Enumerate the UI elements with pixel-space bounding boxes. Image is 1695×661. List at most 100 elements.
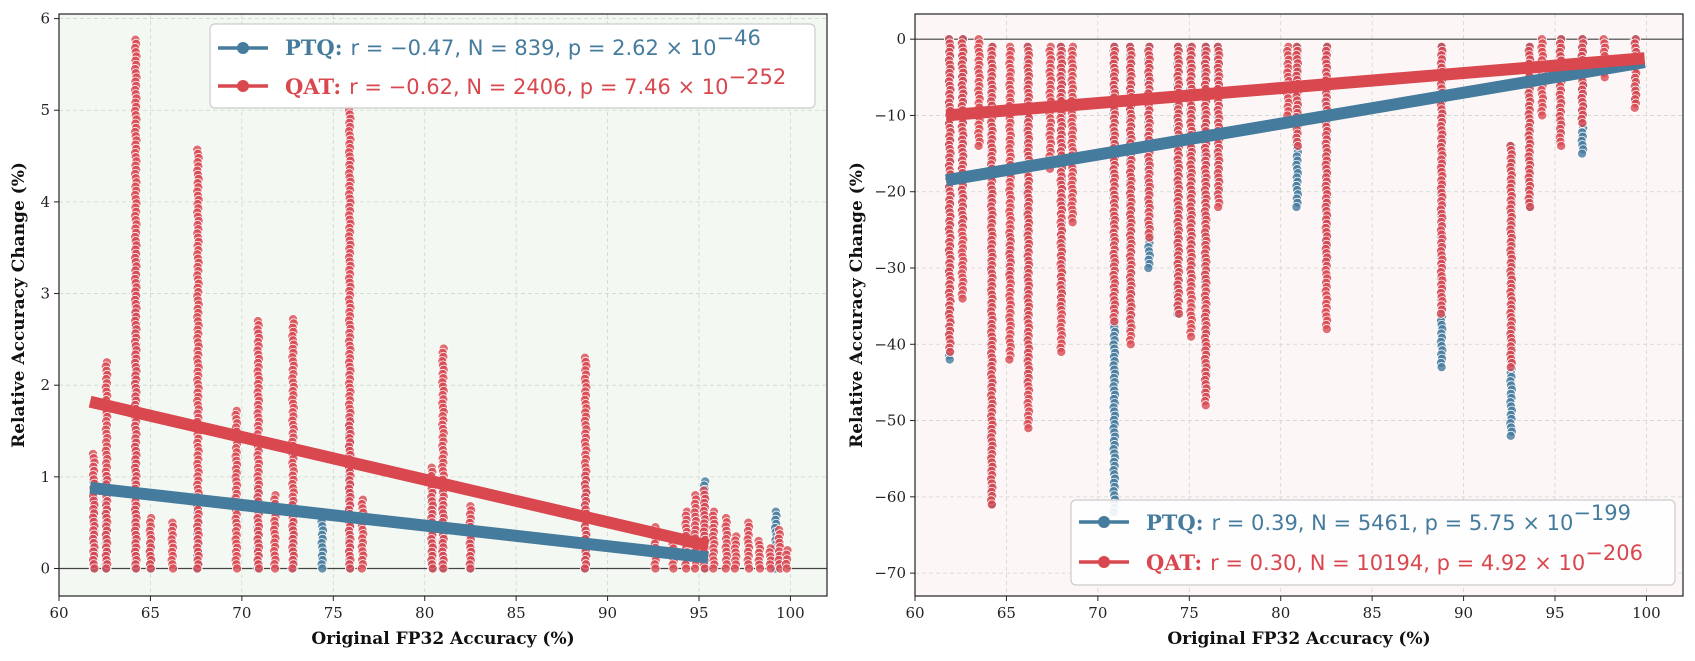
right-x-tick-label: 100 bbox=[1632, 604, 1661, 622]
legend-stats: r = 0.30, N = 10194, p = 4.92 × 10 bbox=[1210, 551, 1585, 575]
right-qat-point bbox=[1577, 118, 1588, 129]
svg-text:PTQ:r = −0.47, N = 839, p = 2.: PTQ: r = −0.47, N = 839, p = 2.62 × 10−46 bbox=[285, 26, 761, 60]
right-y-axis-label: Relative Accuracy Change (%) bbox=[847, 162, 867, 448]
right-x-tick-label: 90 bbox=[1454, 604, 1473, 622]
left-y-tick-label: 6 bbox=[40, 10, 50, 28]
right-x-tick-label: 65 bbox=[997, 604, 1016, 622]
left-qat-point bbox=[254, 563, 265, 574]
left-ptq-point bbox=[317, 563, 328, 574]
right-ptq-point bbox=[1577, 148, 1588, 159]
left-qat-fit-line bbox=[88, 395, 710, 552]
legend-marker-dot bbox=[237, 80, 249, 92]
right-qat-point bbox=[1213, 201, 1224, 212]
legend-exponent: −46 bbox=[717, 26, 761, 50]
left-qat-point bbox=[287, 563, 298, 574]
right-qat-point bbox=[1174, 308, 1185, 319]
right-qat-point bbox=[1056, 346, 1067, 357]
right-ptq-point bbox=[1436, 362, 1447, 373]
right-qat-point bbox=[1067, 217, 1078, 228]
left-y-tick-label: 3 bbox=[40, 285, 50, 303]
right-qat-point bbox=[1292, 140, 1303, 151]
right-ptq-point bbox=[1505, 430, 1516, 441]
left-y-tick-label: 5 bbox=[40, 101, 50, 119]
legend-method: PTQ: bbox=[285, 35, 342, 60]
left-qat-point bbox=[345, 563, 356, 574]
right-y-tick-label: −30 bbox=[874, 259, 906, 277]
left-qat-point bbox=[579, 563, 590, 574]
right-qat-point bbox=[1537, 110, 1548, 121]
left-x-tick-label: 60 bbox=[49, 604, 68, 622]
right-qat-point bbox=[1186, 331, 1197, 342]
legend-stats: r = −0.47, N = 839, p = 2.62 × 10 bbox=[350, 36, 716, 60]
right-qat-point bbox=[1629, 102, 1640, 113]
legend-method: PTQ: bbox=[1146, 510, 1203, 535]
left-legend-box bbox=[209, 23, 816, 109]
left-qat-point bbox=[650, 563, 661, 574]
right-qat-point bbox=[1321, 324, 1332, 335]
left-x-axis-label: Original FP32 Accuracy (%) bbox=[311, 629, 574, 649]
left-y-ticks: 0 1 2 3 4 5 6 bbox=[40, 10, 59, 578]
right-y-tick-label: −50 bbox=[874, 412, 906, 430]
right-y-tick-label: −40 bbox=[874, 335, 906, 353]
right-qat-point bbox=[973, 140, 984, 151]
right-y-tick-label: −70 bbox=[874, 564, 906, 582]
right-legend-qat: QAT: r = 0.30, N = 10194, p = 4.92 × 10−2… bbox=[1079, 541, 1643, 575]
right-y-tick-label: −10 bbox=[874, 106, 906, 124]
left-x-tick-label: 85 bbox=[507, 604, 526, 622]
left-qat-point bbox=[708, 563, 719, 574]
left-legend-qat: QAT: r = −0.62, N = 2406, p = 7.46 × 10−2… bbox=[218, 65, 786, 99]
left-qat-point bbox=[101, 563, 112, 574]
right-qat-point bbox=[1144, 232, 1155, 243]
right-qat-point bbox=[957, 293, 968, 304]
left-qat-point bbox=[356, 563, 367, 574]
right-x-axis-label: Original FP32 Accuracy (%) bbox=[1167, 629, 1430, 649]
right-fit-lines bbox=[945, 52, 1646, 187]
left-qat-point bbox=[744, 563, 755, 574]
svg-text:QAT:r = 0.30, N = 10194, p = 4: QAT: r = 0.30, N = 10194, p = 4.92 × 10−2… bbox=[1146, 541, 1643, 575]
left-qat-point bbox=[765, 563, 776, 574]
right-qat-point bbox=[1023, 423, 1034, 434]
right-x-tick-label: 85 bbox=[1363, 604, 1382, 622]
left-x-ticks: 60 65 70 75 80 85 90 95 100 bbox=[49, 596, 805, 622]
left-y-tick-label: 1 bbox=[40, 468, 50, 486]
right-x-tick-label: 75 bbox=[1180, 604, 1199, 622]
right-x-tick-label: 95 bbox=[1545, 604, 1564, 622]
legend-stats: r = −0.62, N = 2406, p = 7.46 × 10 bbox=[349, 75, 728, 99]
legend-exponent: −252 bbox=[729, 65, 787, 89]
left-qat-point bbox=[145, 563, 156, 574]
legend-method: QAT: bbox=[1146, 550, 1202, 575]
right-x-tick-label: 70 bbox=[1088, 604, 1107, 622]
left-y-tick-label: 2 bbox=[40, 376, 50, 394]
left-panel: 60 65 70 75 80 85 90 95 100 0 1 2 3 4 5 6 Original FP3… bbox=[9, 10, 828, 649]
left-x-tick-label: 90 bbox=[598, 604, 617, 622]
right-plot-frame bbox=[914, 13, 1684, 597]
left-qat-point bbox=[89, 563, 100, 574]
right-ptq-point bbox=[1291, 201, 1302, 212]
left-qat-point bbox=[232, 563, 243, 574]
right-qat-point bbox=[1556, 140, 1567, 151]
right-legend: PTQ: r = 0.39, N = 5461, p = 5.75 × 10−19… bbox=[1070, 499, 1676, 586]
right-qat-point bbox=[1200, 400, 1211, 411]
right-qat-point bbox=[1004, 354, 1015, 365]
right-x-ticks: 60 65 70 75 80 85 90 95 100 bbox=[905, 596, 1661, 622]
svg-text:PTQ:r = 0.39, N = 5461, p = 5.: PTQ: r = 0.39, N = 5461, p = 5.75 × 10−19… bbox=[1146, 501, 1631, 535]
legend-marker-dot bbox=[237, 42, 249, 54]
right-legend-ptq: PTQ: r = 0.39, N = 5461, p = 5.75 × 10−19… bbox=[1079, 501, 1631, 535]
right-qat-point bbox=[1109, 316, 1120, 327]
left-legend: PTQ: r = −0.47, N = 839, p = 2.62 × 10−46… bbox=[209, 23, 816, 109]
left-qat-point bbox=[270, 563, 281, 574]
left-qat-point bbox=[681, 563, 692, 574]
left-qat-point bbox=[689, 563, 700, 574]
left-x-tick-label: 100 bbox=[776, 604, 805, 622]
left-qat-point bbox=[720, 563, 731, 574]
left-qat-point bbox=[192, 563, 203, 574]
left-x-tick-label: 95 bbox=[689, 604, 708, 622]
left-x-tick-label: 65 bbox=[141, 604, 160, 622]
left-fit-lines bbox=[88, 395, 710, 564]
left-ptq-fit-line bbox=[89, 481, 709, 564]
legend-exponent: −206 bbox=[1585, 541, 1643, 565]
left-qat-point bbox=[699, 563, 710, 574]
right-panel: 60 65 70 75 80 85 90 95 100 0 −10 −20 −30 −40 −50 −60 −… bbox=[847, 13, 1684, 649]
right-ptq-point bbox=[1143, 263, 1154, 274]
